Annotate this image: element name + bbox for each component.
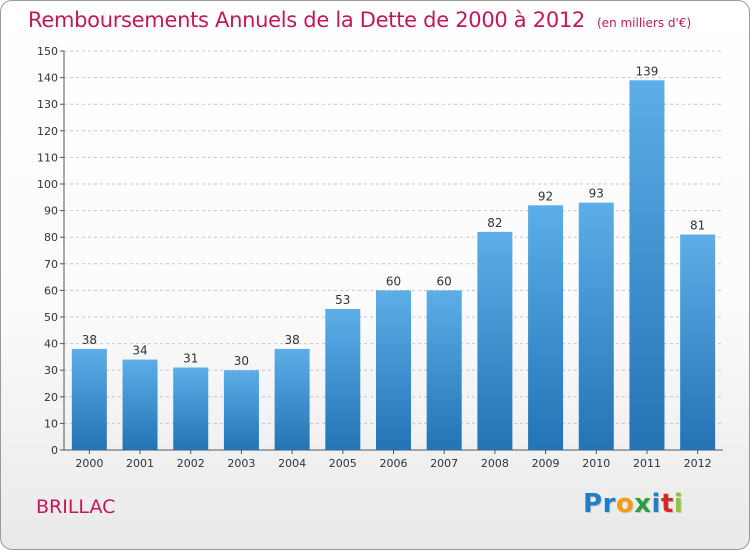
x-tick-label: 2003 [227,457,255,470]
data-label: 34 [132,344,147,358]
axis-layer: 0 10 20 30 40 50 60 70 80 90 100 110 120 130 140 150 200… [37,45,723,470]
y-tick-label: 100 [37,178,58,191]
data-label: 60 [437,274,452,288]
bar [274,348,310,450]
y-tick-label: 80 [44,231,58,244]
bar [376,290,411,450]
bar [629,80,665,450]
y-tick-label: 60 [44,284,58,297]
bar [325,309,361,450]
y-tick-label: 90 [44,205,58,218]
data-label: 82 [487,216,502,230]
x-tick-label: 2005 [329,457,357,470]
bar [71,348,107,450]
data-label: 30 [234,354,249,368]
bar [578,202,614,450]
x-tick-label: 2010 [582,457,610,470]
y-tick-label: 120 [37,125,58,138]
x-tick-label: 2012 [684,457,712,470]
brand-letter: i [673,489,684,519]
y-tick-label: 130 [37,98,58,111]
chart-subtitle: (en milliers d'€) [597,16,692,30]
data-label: 81 [690,219,705,233]
y-tick-label: 110 [37,151,58,164]
y-tick-label: 20 [44,391,58,404]
y-tick-label: 40 [44,338,58,351]
y-tick-label: 10 [44,417,58,430]
brand-letter: x [634,489,652,519]
x-tick-label: 2008 [481,457,509,470]
data-label: 60 [386,274,401,288]
data-label: 38 [82,333,97,347]
chart-title: Remboursements Annuels de la Dette de 20… [28,8,585,32]
x-tick-label: 2011 [633,457,661,470]
bar [680,234,716,450]
x-tick-label: 2009 [532,457,560,470]
x-tick-label: 2002 [177,457,205,470]
brand-letter: r [602,489,616,519]
brand-letter: o [615,489,635,519]
y-tick-label: 150 [37,45,58,58]
y-tick-label: 70 [44,258,58,271]
commune-name: BRILLAC [36,496,116,518]
x-tick-label: 2004 [278,457,306,470]
x-tick-label: 2001 [126,457,154,470]
labels-layer: 38 34 31 30 38 53 60 60 82 92 93 139 81 [82,64,706,368]
x-tick-label: 2000 [75,457,103,470]
data-label: 139 [636,64,659,78]
bar [223,370,259,450]
y-tick-label: 30 [44,364,58,377]
data-label: 93 [589,187,604,201]
bars-layer [71,80,716,450]
title-row: Remboursements Annuels de la Dette de 20… [28,8,691,32]
x-tick-label: 2007 [430,457,458,470]
data-label: 53 [335,293,350,307]
bar [426,290,462,450]
data-label: 31 [183,352,198,366]
y-tick-label: 140 [37,72,58,85]
y-tick-label: 50 [44,311,58,324]
bar [122,359,158,450]
brand-logo: Proxiti [583,489,683,519]
bar [528,205,564,450]
x-tick-label: 2006 [380,457,408,470]
data-label: 38 [284,333,299,347]
bar [173,367,209,450]
brand-letter: t [660,489,674,519]
brand-letter: P [583,489,603,519]
y-tick-label: 0 [51,444,58,457]
bar [477,231,513,450]
data-label: 92 [538,189,553,203]
brand-letter: i [651,489,661,519]
